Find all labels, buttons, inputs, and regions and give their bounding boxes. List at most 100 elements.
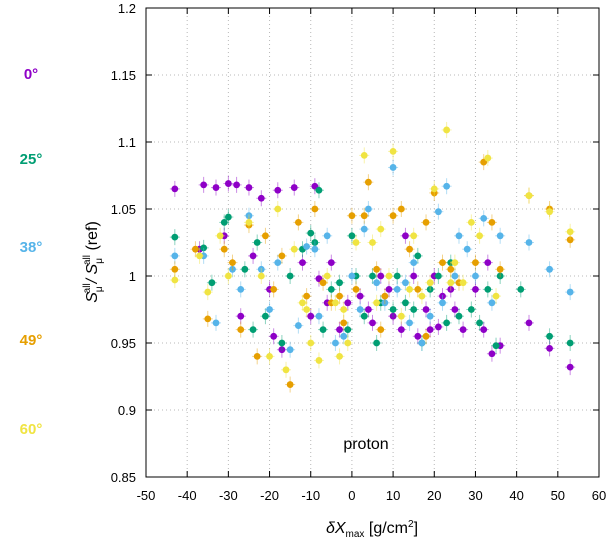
data-point bbox=[369, 319, 376, 327]
data-point bbox=[270, 332, 278, 340]
data-point bbox=[397, 205, 405, 213]
data-point bbox=[237, 286, 245, 293]
data-point bbox=[327, 259, 335, 266]
data-point bbox=[364, 306, 372, 313]
data-point bbox=[307, 339, 315, 347]
data-point bbox=[364, 205, 372, 213]
data-point bbox=[430, 185, 438, 193]
annotation-text: proton bbox=[343, 436, 388, 453]
data-point bbox=[439, 299, 446, 307]
data-point bbox=[373, 279, 381, 287]
data-point bbox=[344, 339, 352, 347]
data-point bbox=[352, 239, 360, 246]
data-point bbox=[224, 213, 232, 221]
data-point bbox=[315, 186, 323, 194]
data-point bbox=[249, 326, 257, 333]
data-point bbox=[245, 184, 253, 191]
data-point bbox=[517, 286, 525, 293]
data-point bbox=[476, 232, 483, 240]
axis-ticks: -50 -40 -30 -20 -10 0 10 20 30 40 50 60 0.85 0.9 0.95 1… bbox=[111, 1, 607, 503]
data-point bbox=[443, 319, 451, 327]
data-point bbox=[369, 239, 376, 246]
data-point bbox=[422, 306, 430, 313]
data-point bbox=[356, 306, 364, 313]
y-tick-label: 1.2 bbox=[118, 1, 136, 16]
data-point bbox=[484, 259, 492, 266]
data-point bbox=[278, 339, 286, 347]
data-point bbox=[311, 239, 319, 246]
data-point bbox=[410, 232, 418, 240]
data-point bbox=[348, 232, 356, 240]
data-point bbox=[566, 288, 574, 296]
data-point bbox=[566, 236, 574, 244]
data-point bbox=[443, 126, 451, 134]
legend-label-0: 0° bbox=[24, 66, 38, 83]
data-point bbox=[496, 232, 504, 240]
data-point bbox=[315, 312, 323, 320]
x-tick-label: -20 bbox=[260, 488, 279, 503]
data-point bbox=[311, 245, 319, 253]
legend-label-2: 38° bbox=[20, 239, 43, 256]
data-point bbox=[385, 286, 393, 293]
data-point bbox=[344, 326, 352, 333]
data-point bbox=[171, 265, 179, 273]
data-point bbox=[525, 319, 533, 327]
data-point bbox=[216, 232, 224, 240]
data-point bbox=[303, 292, 311, 300]
data-point bbox=[373, 265, 381, 273]
data-point bbox=[323, 272, 331, 280]
data-point bbox=[303, 243, 311, 250]
data-point bbox=[303, 306, 311, 313]
data-point bbox=[171, 233, 179, 241]
data-point bbox=[171, 185, 179, 193]
data-point bbox=[381, 299, 389, 307]
data-point bbox=[270, 286, 278, 293]
plot-frame bbox=[145, 7, 600, 478]
data-point bbox=[323, 232, 331, 240]
legend-label-1: 25° bbox=[20, 151, 43, 168]
data-point bbox=[224, 180, 232, 187]
x-tick-label: 30 bbox=[468, 488, 482, 503]
data-point bbox=[192, 245, 199, 253]
data-point bbox=[360, 212, 368, 220]
x-axis-label: δXmax [g/cm2] bbox=[326, 519, 418, 540]
data-point bbox=[414, 286, 422, 293]
data-point bbox=[212, 184, 220, 191]
data-point bbox=[381, 292, 389, 300]
data-point bbox=[307, 312, 315, 320]
data-point bbox=[274, 186, 282, 194]
data-point bbox=[274, 205, 282, 213]
data-point bbox=[389, 164, 397, 171]
data-point bbox=[426, 326, 434, 333]
data-point bbox=[311, 205, 319, 213]
data-point bbox=[566, 228, 574, 236]
data-point bbox=[262, 312, 269, 320]
data-point bbox=[319, 279, 327, 287]
data-point bbox=[233, 181, 241, 189]
data-point bbox=[488, 350, 496, 358]
data-point bbox=[492, 342, 500, 350]
data-point bbox=[200, 181, 208, 189]
data-point bbox=[476, 319, 483, 327]
data-point bbox=[426, 286, 434, 293]
data-point bbox=[364, 178, 372, 186]
data-point bbox=[286, 272, 294, 280]
data-point bbox=[224, 272, 232, 280]
data-point bbox=[426, 312, 434, 320]
x-tick-label: 10 bbox=[386, 488, 400, 503]
data-point bbox=[171, 276, 179, 284]
data-point bbox=[336, 353, 343, 360]
data-point bbox=[299, 299, 306, 307]
data-point bbox=[389, 312, 397, 320]
data-point bbox=[332, 299, 339, 307]
data-point bbox=[385, 272, 393, 280]
data-point bbox=[525, 239, 533, 246]
data-point bbox=[315, 357, 323, 364]
data-point bbox=[410, 259, 418, 266]
data-point bbox=[414, 252, 422, 260]
data-point bbox=[360, 312, 368, 320]
data-point bbox=[290, 245, 298, 253]
data-point bbox=[336, 279, 343, 287]
data-point bbox=[455, 232, 463, 240]
data-point bbox=[472, 286, 479, 293]
